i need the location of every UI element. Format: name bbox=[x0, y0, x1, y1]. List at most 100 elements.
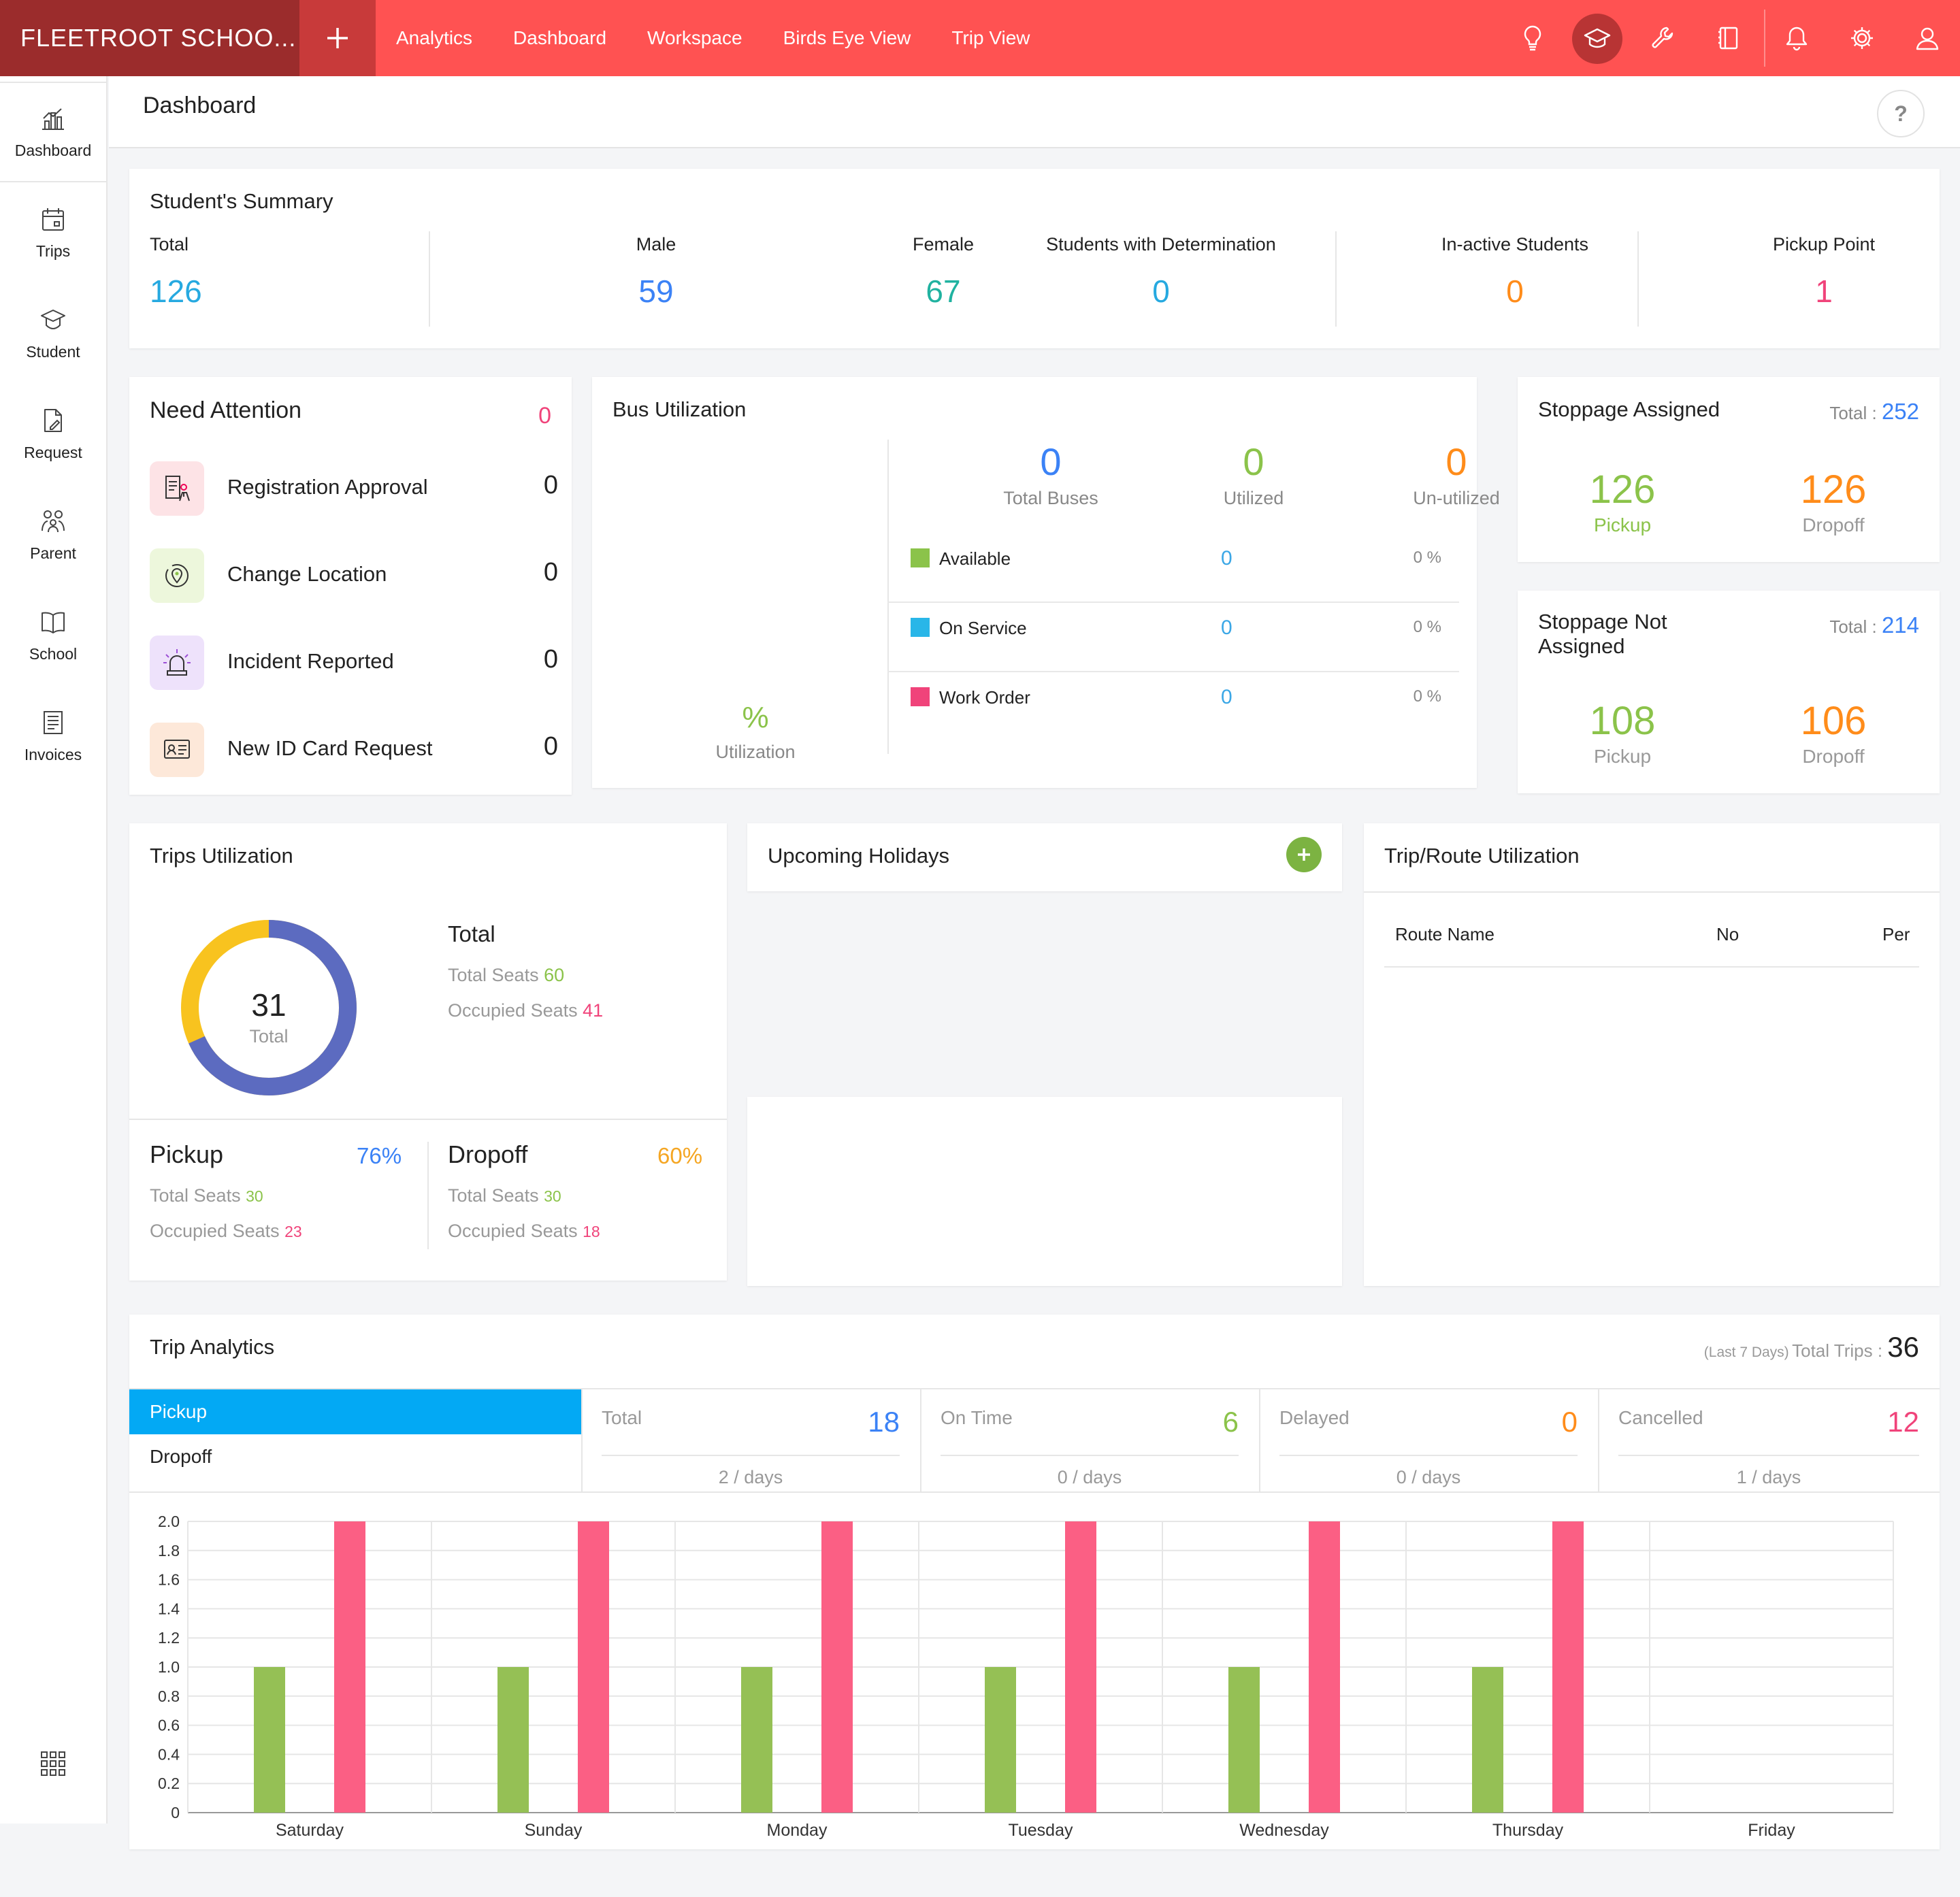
nav-birds-eye-view[interactable]: Birds Eye View bbox=[783, 27, 911, 48]
bus-stat-unutilized[interactable]: 0 Un-utilized bbox=[1375, 440, 1538, 509]
attention-row-registration[interactable]: Registration Approval 0 bbox=[150, 461, 558, 517]
attention-row-change-location[interactable]: Change Location 0 bbox=[150, 548, 558, 604]
card-title: Stoppage Assigned bbox=[1538, 397, 1720, 421]
attention-row-incident[interactable]: Incident Reported 0 bbox=[150, 636, 558, 691]
add-holiday-button[interactable] bbox=[1286, 837, 1322, 872]
sidebar-item-label: Student bbox=[26, 342, 80, 361]
chart-bar[interactable] bbox=[1309, 1521, 1340, 1813]
bus-stat-utilized[interactable]: 0 Utilized bbox=[1172, 440, 1335, 509]
bus-stat-total[interactable]: 0 Total Buses bbox=[969, 440, 1132, 509]
sidebar-item-school[interactable]: School bbox=[0, 585, 106, 686]
summary-female[interactable]: Female 67 bbox=[875, 234, 1011, 310]
tab-dropoff[interactable]: Dropoff bbox=[150, 1446, 212, 1467]
user-icon[interactable] bbox=[1908, 19, 1946, 57]
bus-row-available[interactable]: Available 0 0 % bbox=[887, 535, 1459, 603]
column-no[interactable]: No bbox=[1716, 924, 1740, 944]
bell-icon[interactable] bbox=[1778, 19, 1816, 57]
chart-bar[interactable] bbox=[821, 1521, 853, 1813]
dropoff-label: Dropoff bbox=[1802, 514, 1865, 535]
x-tick-label: Thursday bbox=[1492, 1821, 1564, 1840]
summary-value: 0 bbox=[1506, 274, 1524, 309]
sidebar-item-invoices[interactable]: Invoices bbox=[0, 686, 106, 787]
sidebar-item-dashboard[interactable]: Dashboard bbox=[0, 82, 106, 182]
apps-grid-icon[interactable] bbox=[39, 1750, 67, 1777]
column-per[interactable]: Per bbox=[1882, 924, 1910, 944]
stat-on-time[interactable]: On Time 6 0 / days bbox=[920, 1389, 1259, 1491]
brand-name[interactable]: FLEETROOT SCHOO... bbox=[0, 0, 299, 76]
summary-total[interactable]: Total 126 bbox=[150, 234, 202, 310]
gear-icon[interactable] bbox=[1843, 19, 1881, 57]
dropoff-occupied-label: Occupied Seats bbox=[448, 1221, 583, 1241]
sidebar-item-parent[interactable]: Parent bbox=[0, 484, 106, 585]
trips-utilization-card: Trips Utilization 31 Total Total Total S… bbox=[129, 823, 727, 1281]
column-route-name[interactable]: Route Name bbox=[1395, 924, 1494, 944]
row-percent: 0 % bbox=[1413, 548, 1441, 567]
summary-pickup-point[interactable]: Pickup Point 1 bbox=[1722, 234, 1926, 310]
chart-bar[interactable] bbox=[578, 1521, 609, 1813]
card-title: Trip Analytics bbox=[150, 1335, 275, 1359]
chart-bar[interactable] bbox=[1065, 1521, 1096, 1813]
request-icon bbox=[44, 408, 62, 432]
chart-bar[interactable] bbox=[741, 1667, 772, 1813]
stat-cancelled[interactable]: Cancelled 12 1 / days bbox=[1598, 1389, 1940, 1491]
summary-label: Pickup Point bbox=[1772, 234, 1876, 254]
chart-bar[interactable] bbox=[334, 1521, 365, 1813]
chart-bar[interactable] bbox=[254, 1667, 285, 1813]
book-icon[interactable] bbox=[1710, 19, 1748, 57]
change-location-icon bbox=[150, 548, 204, 603]
attention-value: 0 bbox=[543, 645, 558, 674]
summary-inactive[interactable]: In-active Students 0 bbox=[1413, 234, 1617, 310]
summary-determination[interactable]: Students with Determination 0 bbox=[1025, 234, 1297, 310]
pickup-occupied-value: 23 bbox=[284, 1223, 302, 1240]
donut-occupied-segment bbox=[181, 920, 357, 1095]
card-title: Upcoming Holidays bbox=[768, 844, 950, 868]
stat-delayed[interactable]: Delayed 0 0 / days bbox=[1259, 1389, 1598, 1491]
utilization-value: % bbox=[742, 701, 769, 734]
chart-bar[interactable] bbox=[1472, 1667, 1503, 1813]
attention-value: 0 bbox=[543, 471, 558, 499]
y-tick-label: 0.4 bbox=[158, 1745, 180, 1763]
row-label: Work Order bbox=[939, 687, 1030, 708]
wrench-icon[interactable] bbox=[1644, 19, 1682, 57]
sidebar-item-label: Invoices bbox=[24, 745, 82, 763]
attention-count: 0 bbox=[538, 403, 551, 429]
occupied-seats-label: Occupied Seats bbox=[448, 1000, 583, 1021]
chart-bar[interactable] bbox=[497, 1667, 529, 1813]
nav-analytics[interactable]: Analytics bbox=[396, 27, 473, 48]
sidebar-item-student[interactable]: Student bbox=[0, 283, 106, 384]
stat-value: 18 bbox=[868, 1406, 900, 1438]
stoppage-total: Total : 252 bbox=[1829, 399, 1919, 425]
attention-row-id-card[interactable]: New ID Card Request 0 bbox=[150, 723, 558, 778]
nav-dashboard[interactable]: Dashboard bbox=[513, 27, 607, 48]
divider bbox=[1335, 231, 1337, 327]
nav-workspace[interactable]: Workspace bbox=[647, 27, 742, 48]
graduation-cap-icon[interactable] bbox=[1578, 19, 1616, 57]
pickup-value: 108 bbox=[1589, 699, 1656, 743]
title-line-2: Assigned bbox=[1538, 634, 1625, 658]
card-title: Student's Summary bbox=[150, 189, 333, 213]
bus-row-on-service[interactable]: On Service 0 0 % bbox=[887, 604, 1459, 672]
help-button[interactable]: ? bbox=[1877, 90, 1925, 137]
sidebar-item-request[interactable]: Request bbox=[0, 384, 106, 484]
bus-row-work-order[interactable]: Work Order 0 0 % bbox=[887, 674, 1459, 742]
stat-value: 0 bbox=[1446, 440, 1467, 483]
divider bbox=[1598, 1389, 1599, 1491]
divider bbox=[129, 1119, 727, 1120]
summary-value: 1 bbox=[1815, 274, 1833, 309]
bulb-icon[interactable] bbox=[1514, 19, 1552, 57]
upcoming-holidays-card: Upcoming Holidays bbox=[747, 823, 1342, 891]
nav-trip-view[interactable]: Trip View bbox=[951, 27, 1030, 48]
pickup-label: Pickup bbox=[1593, 514, 1652, 535]
chart-bar[interactable] bbox=[1228, 1667, 1260, 1813]
summary-label: Male bbox=[636, 234, 676, 254]
dropoff-title: Dropoff bbox=[448, 1140, 528, 1168]
stat-total[interactable]: Total 18 2 / days bbox=[581, 1389, 920, 1491]
chart-bar[interactable] bbox=[985, 1667, 1016, 1813]
add-button[interactable] bbox=[299, 0, 376, 76]
total-heading: Total bbox=[448, 921, 495, 946]
tab-pickup[interactable]: Pickup bbox=[129, 1389, 581, 1434]
summary-male[interactable]: Male 59 bbox=[588, 234, 724, 310]
chart-bar[interactable] bbox=[1552, 1521, 1584, 1813]
pickup-value: 126 bbox=[1589, 467, 1656, 512]
sidebar-item-trips[interactable]: Trips bbox=[0, 182, 106, 283]
